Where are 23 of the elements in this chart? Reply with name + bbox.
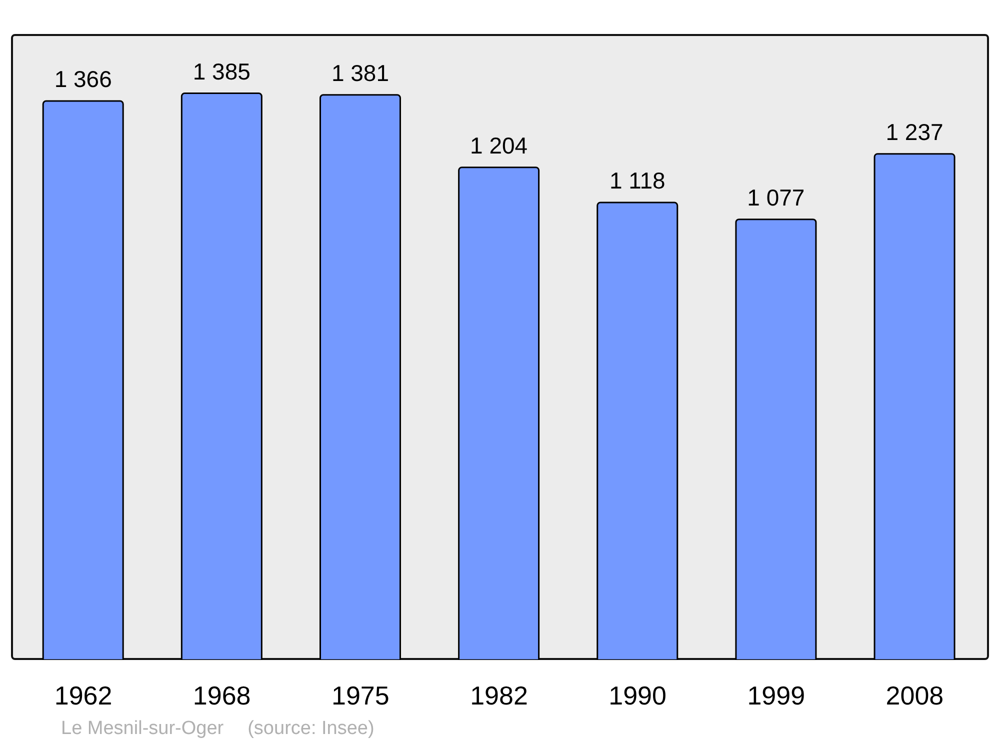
x-tick-label: 1990 <box>608 680 666 710</box>
bar <box>458 166 540 660</box>
bar <box>874 153 956 660</box>
data-label: 1 366 <box>54 66 112 92</box>
x-tick-label: 1982 <box>470 680 528 710</box>
bar <box>596 202 678 660</box>
bar <box>735 218 817 660</box>
x-tick-label: 2008 <box>886 680 944 710</box>
text: (source: Insee) <box>248 718 374 739</box>
text: Le Mesnil-sur-Oger <box>61 718 224 739</box>
x-tick-label: 1962 <box>54 680 112 710</box>
data-label: 1 237 <box>886 118 944 145</box>
x-tick-label: 1975 <box>332 680 390 710</box>
data-label: 1 204 <box>470 132 528 158</box>
data-label: 1 077 <box>747 184 805 210</box>
x-tick-label: 1968 <box>192 680 251 710</box>
x-tick-label: 1999 <box>747 680 806 710</box>
bar <box>319 94 401 660</box>
data-label: 1 381 <box>331 60 390 86</box>
bar <box>42 100 124 660</box>
bar <box>180 92 262 660</box>
data-label: 1 385 <box>192 58 250 84</box>
data-label: 1 118 <box>609 168 666 194</box>
